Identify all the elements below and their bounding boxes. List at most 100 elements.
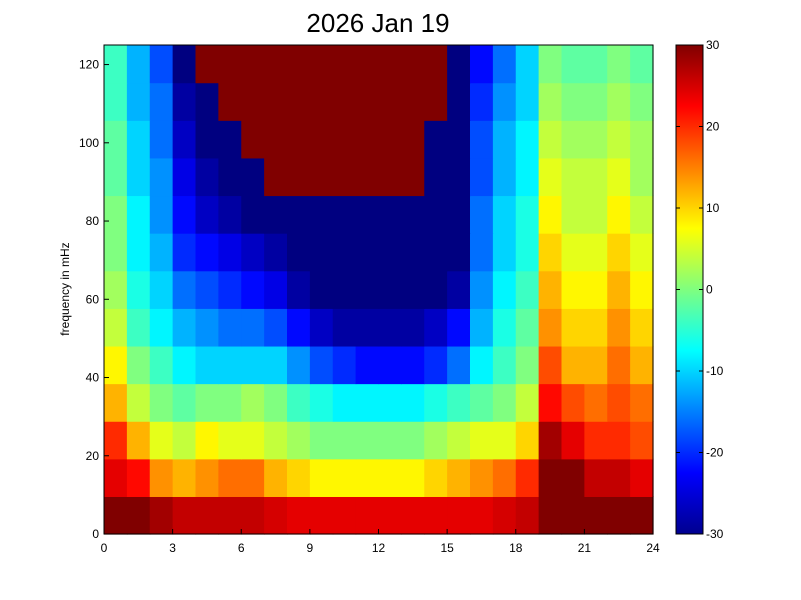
- heatmap-cell: [126, 233, 151, 272]
- heatmap-cell: [447, 458, 471, 497]
- heatmap-cell: [149, 421, 174, 460]
- heatmap-cell: [104, 345, 128, 385]
- heatmap-cell: [401, 45, 425, 84]
- heatmap-cell: [607, 421, 631, 460]
- heatmap-cell: [470, 345, 494, 385]
- heatmap-cell: [309, 233, 334, 272]
- heatmap-cell: [104, 157, 128, 197]
- heatmap-cell: [218, 308, 242, 347]
- heatmap-cell: [241, 458, 265, 497]
- heatmap-cell: [538, 496, 563, 535]
- heatmap-cell: [149, 82, 174, 121]
- heatmap-cell: [492, 345, 517, 385]
- heatmap-cell: [584, 421, 608, 460]
- heatmap-cell: [424, 120, 448, 159]
- heatmap-cell: [195, 345, 219, 385]
- heatmap-cell: [538, 195, 563, 234]
- heatmap-cell: [401, 308, 425, 347]
- heatmap-cell: [332, 308, 357, 347]
- heatmap-cell: [607, 82, 631, 121]
- heatmap-cell: [561, 345, 585, 385]
- heatmap-cell: [630, 345, 654, 385]
- heatmap-cell: [538, 421, 563, 460]
- heatmap-cell: [470, 458, 494, 497]
- heatmap-cell: [264, 120, 288, 159]
- heatmap-cell: [401, 496, 425, 535]
- heatmap-cell: [538, 383, 563, 422]
- heatmap-cell: [149, 120, 174, 159]
- y-tick-label: 0: [92, 527, 99, 541]
- heatmap-cell: [264, 421, 288, 460]
- heatmap-cell: [492, 458, 517, 497]
- heatmap-cell: [515, 496, 540, 535]
- heatmap-cell: [470, 421, 494, 460]
- heatmap-cell: [470, 157, 494, 197]
- heatmap-cell: [355, 233, 380, 272]
- heatmap-cell: [355, 157, 380, 197]
- heatmap-cell: [538, 120, 563, 159]
- heatmap-cell: [149, 496, 174, 535]
- y-tick-label: 40: [86, 371, 100, 385]
- heatmap-cell: [195, 458, 219, 497]
- heatmap-cell: [104, 195, 128, 234]
- heatmap-cell: [126, 421, 151, 460]
- heatmap-cell: [332, 157, 357, 197]
- heatmap-cell: [126, 458, 151, 497]
- heatmap-cell: [424, 458, 448, 497]
- heatmap-cell: [355, 345, 380, 385]
- heatmap-cell: [630, 383, 654, 422]
- heatmap-cell: [126, 195, 151, 234]
- heatmap-cell: [492, 45, 517, 84]
- heatmap-cell: [309, 383, 334, 422]
- heatmap-cell: [309, 82, 334, 121]
- heatmap-cell: [492, 120, 517, 159]
- heatmap-cell: [515, 233, 540, 272]
- y-tick-label: 80: [86, 214, 100, 228]
- heatmap-cell: [538, 270, 563, 309]
- heatmap-cell: [538, 82, 563, 121]
- heatmap-cell: [561, 82, 585, 121]
- heatmap-cell: [584, 308, 608, 347]
- heatmap-cell: [195, 233, 219, 272]
- heatmap-cell: [630, 458, 654, 497]
- heatmap-cell: [401, 82, 425, 121]
- heatmap-cell: [126, 82, 151, 121]
- heatmap-cell: [332, 496, 357, 535]
- heatmap-cell: [195, 421, 219, 460]
- heatmap-cell: [447, 82, 471, 121]
- heatmap-cell: [264, 157, 288, 197]
- heatmap-cell: [515, 421, 540, 460]
- heatmap-cell: [378, 195, 402, 234]
- heatmap-cell: [218, 421, 242, 460]
- heatmap-cell: [538, 233, 563, 272]
- heatmap-cell: [630, 157, 654, 197]
- heatmap-cell: [584, 345, 608, 385]
- heatmap-cell: [126, 308, 151, 347]
- heatmap-cell: [149, 195, 174, 234]
- heatmap-cell: [218, 270, 242, 309]
- y-axis-label: frequency in mHz: [58, 242, 72, 335]
- heatmap-cell: [378, 496, 402, 535]
- heatmap-cell: [424, 195, 448, 234]
- heatmap-cell: [561, 308, 585, 347]
- heatmap-cell: [241, 157, 265, 197]
- heatmap-cell: [126, 345, 151, 385]
- heatmap-cell: [332, 120, 357, 159]
- heatmap-cell: [515, 383, 540, 422]
- heatmap-cell: [195, 45, 219, 84]
- heatmap-cell: [264, 233, 288, 272]
- heatmap-cell: [424, 345, 448, 385]
- heatmap-cell: [195, 195, 219, 234]
- heatmap-cell: [561, 458, 585, 497]
- heatmap-cell: [309, 157, 334, 197]
- x-tick-label: 18: [509, 541, 523, 555]
- heatmap-cell: [149, 45, 174, 84]
- heatmap-cell: [424, 45, 448, 84]
- heatmap-cell: [332, 233, 357, 272]
- colorbar: [675, 44, 704, 535]
- heatmap-cell: [470, 195, 494, 234]
- heatmap-cell: [332, 82, 357, 121]
- colorbar-ticks: -30 -20 -10 0 10 20 30: [676, 38, 724, 541]
- heatmap-cell: [309, 496, 334, 535]
- heatmap-cell: [195, 120, 219, 159]
